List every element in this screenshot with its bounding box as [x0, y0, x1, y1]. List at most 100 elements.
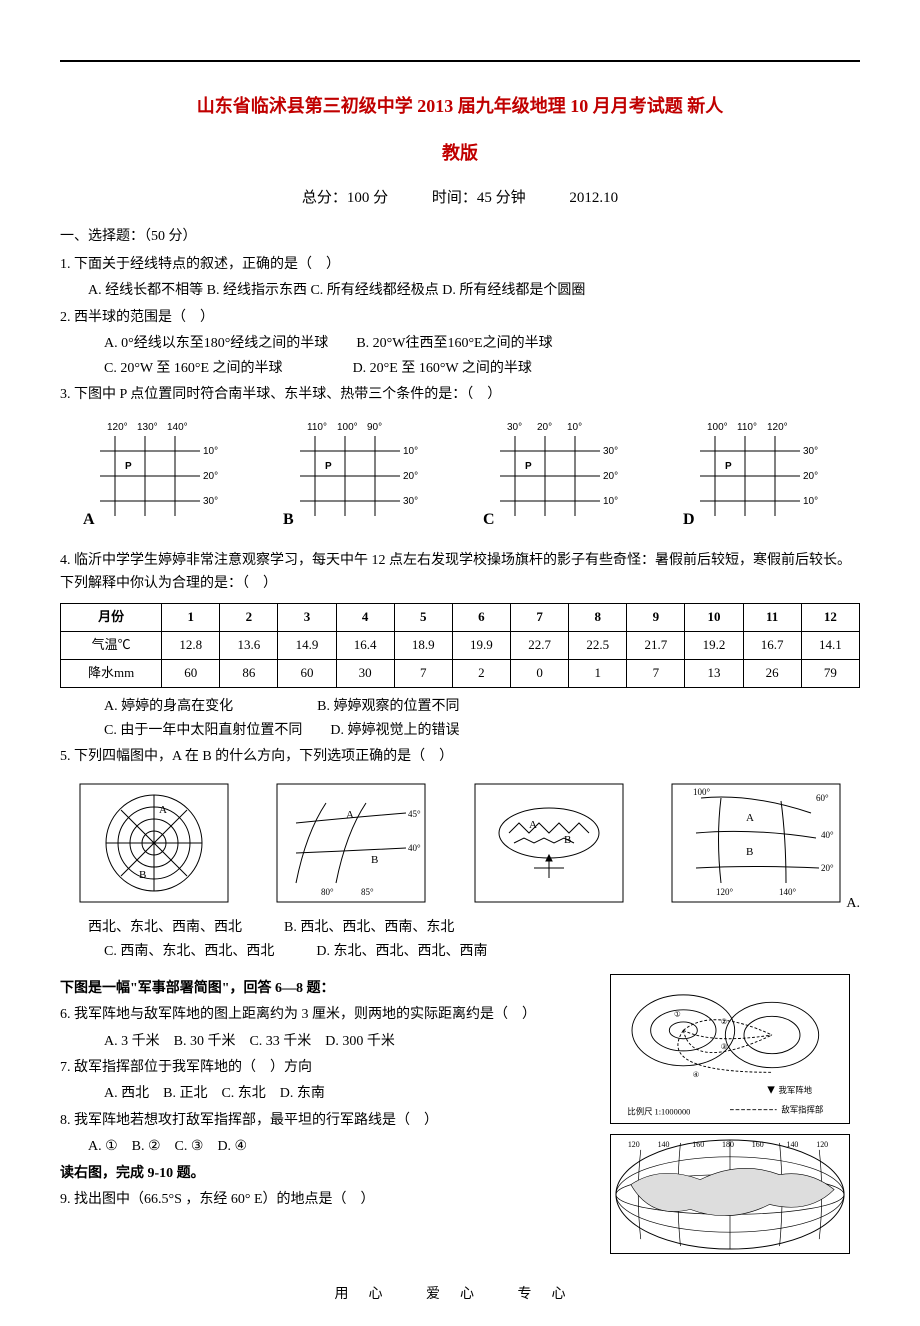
question-3: 3. 下图中 P 点位置同时符合南半球、东半球、热带三个条件的是：（ ）	[60, 384, 860, 406]
svg-text:30°: 30°	[403, 496, 418, 507]
svg-text:100°: 100°	[337, 422, 358, 433]
svg-text:160: 160	[752, 1140, 764, 1149]
svg-text:30°: 30°	[203, 496, 218, 507]
question-1-options: A. 经线长都不相等 B. 经线指示东西 C. 所有经线都经极点 D. 所有经线…	[60, 280, 860, 302]
svg-text:120°: 120°	[767, 422, 788, 433]
svg-text:敌军指挥部: 敌军指挥部	[781, 1104, 823, 1114]
svg-text:A: A	[346, 809, 354, 821]
svg-text:④: ④	[693, 1070, 700, 1079]
svg-text:120°: 120°	[107, 422, 128, 433]
footer-text: 用心 爱心 专心	[60, 1284, 860, 1306]
svg-text:10°: 10°	[403, 446, 418, 457]
svg-text:85°: 85°	[361, 887, 374, 897]
svg-text:B: B	[746, 846, 753, 858]
q5-opt-row2: C. 西南、东北、西北、西北 D. 东北、西北、西北、西南	[60, 941, 860, 963]
svg-text:30°: 30°	[507, 422, 522, 433]
world-globe: 120140160180160140120	[610, 1134, 850, 1254]
svg-text:比例尺 1:1000000: 比例尺 1:1000000	[627, 1106, 690, 1116]
svg-text:A: A	[83, 511, 95, 528]
svg-text:B: B	[283, 511, 294, 528]
svg-text:140°: 140°	[779, 887, 797, 897]
svg-text:我军阵地: 我军阵地	[779, 1085, 813, 1095]
svg-text:80°: 80°	[321, 887, 334, 897]
fig68-intro: 下图是一幅"军事部署简图"，回答 6—8 题：	[60, 978, 598, 1000]
svg-text:140°: 140°	[167, 422, 188, 433]
fig910-intro: 读右图，完成 9-10 题。	[60, 1163, 598, 1185]
question-1: 1. 下面关于经线特点的叙述，正确的是（ ）	[60, 254, 860, 276]
svg-text:10°: 10°	[203, 446, 218, 457]
svg-text:10°: 10°	[803, 496, 818, 507]
svg-text:40°: 40°	[408, 843, 421, 853]
map-curved-grid: A B 100° 120° 140° 60° 40° 20°	[671, 783, 841, 903]
q8-options: A. ① B. ② C. ③ D. ④	[60, 1136, 598, 1158]
climate-table: 月份123456789101112气温℃12.813.614.916.418.9…	[60, 603, 860, 687]
map-island: A B	[474, 783, 624, 903]
q4-opts-row1: A. 婷婷的身高在变化 B. 婷婷观察的位置不同	[60, 696, 860, 718]
q5-map-figures: A B A B 80° 85° 45° 40° A B A	[60, 783, 860, 903]
q6-options: A. 3 千米 B. 30 千米 C. 33 千米 D. 300 千米	[60, 1031, 598, 1053]
section-1-heading: 一、选择题：（50 分）	[60, 226, 860, 248]
doc-title-line1: 山东省临沭县第三初级中学 2013 届九年级地理 10 月月考试题 新人	[60, 92, 860, 121]
svg-text:110°: 110°	[307, 422, 327, 433]
military-map: ① ② ③ ④ 我军阵地 比例尺 1:1000000 敌军指挥部	[610, 974, 850, 1124]
svg-text:30°: 30°	[803, 446, 818, 457]
svg-text:A: A	[159, 804, 167, 816]
q5-opt-row1: 西北、东北、西南、西北 B. 西北、西北、西南、东北	[60, 917, 860, 939]
svg-text:180: 180	[722, 1140, 734, 1149]
svg-text:60°: 60°	[816, 793, 829, 803]
map-oblique: A B 80° 85° 45° 40°	[276, 783, 426, 903]
question-5: 5. 下列四幅图中，A 在 B 的什么方向，下列选项正确的是（ ）	[60, 746, 860, 768]
svg-text:40°: 40°	[821, 830, 834, 840]
svg-text:160: 160	[692, 1140, 704, 1149]
question-4: 4. 临沂中学学生婷婷非常注意观察学习，每天中午 12 点左右发现学校操场旗杆的…	[60, 550, 860, 595]
map-polar: A B	[79, 783, 229, 903]
svg-text:P: P	[525, 461, 532, 472]
svg-text:10°: 10°	[603, 496, 618, 507]
total-score: 总分：100 分	[302, 190, 388, 206]
svg-text:P: P	[725, 461, 732, 472]
svg-text:C: C	[483, 511, 495, 528]
svg-text:20°: 20°	[803, 471, 818, 482]
svg-text:B: B	[371, 854, 378, 866]
question-9: 9. 找出图中（66.5°S ，东经 60° E）的地点是（ ）	[60, 1189, 598, 1211]
doc-title-line2: 教版	[60, 139, 860, 168]
svg-text:45°: 45°	[408, 809, 421, 819]
svg-text:10°: 10°	[567, 422, 582, 433]
svg-text:110°: 110°	[737, 422, 757, 433]
header-row: 总分：100 分 时间：45 分钟 2012.10	[60, 186, 860, 210]
svg-text:B: B	[139, 869, 146, 881]
svg-text:140: 140	[787, 1140, 799, 1149]
q7-options: A. 西北 B. 正北 C. 东北 D. 东南	[60, 1083, 598, 1105]
svg-text:20°: 20°	[403, 471, 418, 482]
svg-text:140: 140	[658, 1140, 670, 1149]
svg-text:30°: 30°	[603, 446, 618, 457]
question-6: 6. 我军阵地与敌军阵地的图上距离约为 3 厘米，则两地的实际距离约是（ ）	[60, 1004, 598, 1026]
svg-text:20°: 20°	[603, 471, 618, 482]
svg-text:130°: 130°	[137, 422, 158, 433]
svg-text:A: A	[529, 819, 537, 831]
svg-text:120: 120	[628, 1140, 640, 1149]
svg-text:100°: 100°	[707, 422, 728, 433]
q4-opts-row2: C. 由于一年中太阳直射位置不同 D. 婷婷视觉上的错误	[60, 720, 860, 742]
q3-grid-figures: 120° 130° 140° 10° 20° 30° P A 110° 100° 90° 10° 20°…	[60, 416, 860, 536]
svg-text:②: ②	[721, 1017, 728, 1026]
svg-text:③: ③	[721, 1042, 728, 1051]
svg-text:A: A	[746, 812, 754, 824]
question-7: 7. 敌军指挥部位于我军阵地的（ ）方向	[60, 1057, 598, 1079]
time-limit: 时间：45 分钟	[432, 190, 526, 206]
svg-text:P: P	[125, 461, 132, 472]
exam-date: 2012.10	[569, 190, 618, 206]
svg-text:100°: 100°	[693, 787, 711, 797]
svg-text:20°: 20°	[821, 863, 834, 873]
svg-text:①: ①	[674, 1009, 681, 1018]
svg-text:120°: 120°	[716, 887, 734, 897]
svg-text:B: B	[564, 834, 571, 846]
q5-dangling-a: A.	[846, 893, 860, 915]
question-2: 2. 西半球的范围是（ ）	[60, 307, 860, 329]
question-8: 8. 我军阵地若想攻打敌军指挥部，最平坦的行军路线是（ ）	[60, 1110, 598, 1132]
svg-text:20°: 20°	[537, 422, 552, 433]
svg-text:90°: 90°	[367, 422, 382, 433]
q2-opt-a: A. 0°经线以东至180°经线之间的半球 B. 20°W往西至160°E之间的…	[60, 333, 860, 355]
svg-text:20°: 20°	[203, 471, 218, 482]
svg-text:P: P	[325, 461, 332, 472]
